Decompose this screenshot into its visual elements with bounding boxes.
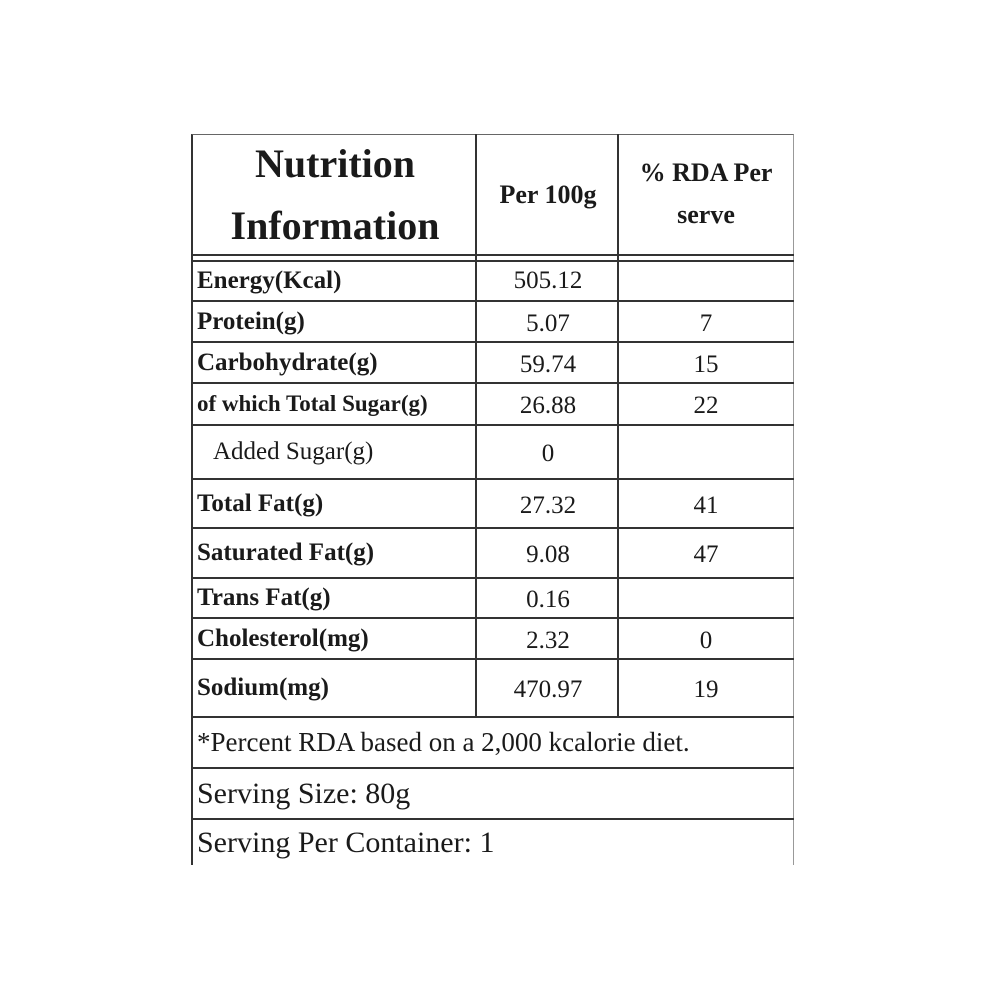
nutrient-rda: 0	[699, 626, 713, 654]
nutrient-name: Cholesterol(mg)	[197, 624, 369, 652]
row-divider	[191, 424, 794, 426]
row-divider	[191, 767, 794, 769]
nutrient-name: Saturated Fat(g)	[197, 539, 375, 566]
nutrient-rda	[620, 428, 792, 480]
column-divider-2	[617, 134, 619, 718]
nutrient-per-100g: 2.32	[526, 626, 570, 654]
row-divider	[191, 527, 794, 529]
nutrition-label: Nutrition Information Per 100g % RDA Per…	[191, 134, 794, 865]
nutrient-rda: 15	[693, 350, 719, 378]
column-divider-1	[475, 134, 477, 718]
nutrient-rda: 41	[693, 491, 719, 519]
nutrient-rda	[620, 581, 792, 619]
header-divider	[191, 254, 794, 256]
title-line-1: Nutrition	[255, 141, 415, 186]
nutrient-name: Protein(g)	[197, 307, 305, 335]
row-divider	[191, 382, 794, 384]
nutrient-name: Total Fat(g)	[197, 489, 324, 517]
column-header-rda: % RDA Per serve	[620, 152, 792, 242]
rda-footnote: *Percent RDA based on a 2,000 kcalorie d…	[197, 727, 690, 757]
nutrient-per-100g: 470.97	[513, 676, 583, 703]
nutrient-per-100g: 59.74	[519, 350, 577, 378]
nutrient-per-100g: 5.07	[526, 309, 570, 337]
row-divider	[191, 577, 794, 579]
row-divider	[191, 658, 794, 660]
nutrient-rda	[620, 262, 792, 300]
nutrient-name: of which Total Sugar(g)	[197, 391, 428, 416]
nutrient-name: Added Sugar(g)	[213, 438, 374, 465]
rda-header-line-1: % RDA Per	[639, 158, 773, 187]
nutrient-rda: 19	[693, 676, 719, 703]
nutrient-name: Carbohydrate(g)	[197, 348, 378, 376]
nutrient-name: Energy(Kcal)	[197, 267, 342, 294]
row-divider	[191, 617, 794, 619]
serving-size: Serving Size: 80g	[197, 776, 411, 810]
serving-per-container: Serving Per Container: 1	[197, 825, 495, 859]
header-divider-2	[191, 260, 794, 262]
row-divider	[191, 478, 794, 480]
row-divider	[191, 818, 794, 820]
nutrient-rda: 7	[699, 309, 713, 337]
nutrient-per-100g: 0.16	[526, 586, 570, 613]
label-frame	[191, 134, 794, 865]
nutrient-name: Trans Fat(g)	[197, 584, 331, 611]
title-line-2: Information	[230, 203, 440, 248]
nutrient-per-100g: 9.08	[526, 541, 570, 568]
row-divider	[191, 716, 794, 718]
rda-header-line-2: serve	[677, 200, 735, 229]
row-divider	[191, 341, 794, 343]
row-divider	[191, 300, 794, 302]
nutrient-per-100g: 505.12	[513, 267, 583, 294]
label-title: Nutrition Information	[195, 136, 475, 254]
nutrient-per-100g: 26.88	[519, 392, 577, 419]
column-header-per-100g: Per 100g	[499, 180, 597, 209]
nutrient-name: Sodium(mg)	[197, 674, 329, 701]
nutrient-per-100g: 27.32	[519, 491, 577, 519]
nutrient-per-100g: 0	[541, 440, 555, 467]
nutrient-rda: 47	[693, 541, 719, 568]
nutrient-rda: 22	[693, 392, 719, 419]
